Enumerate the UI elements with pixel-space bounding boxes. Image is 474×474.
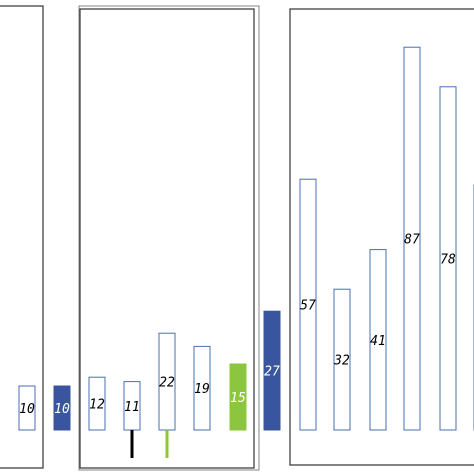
bar-8 [263, 310, 281, 431]
bar-10 [333, 288, 351, 431]
bar-label-2: 10 [54, 402, 70, 417]
bar-label-9: 57 [300, 299, 316, 314]
bar-1 [18, 385, 36, 431]
bar-label-12: 87 [404, 233, 420, 248]
bar-3 [88, 376, 106, 431]
bar-label-8: 27 [264, 365, 280, 380]
bar-label-4: 11 [124, 400, 140, 415]
group-box-2 [79, 8, 255, 469]
bar-label-11: 41 [370, 334, 386, 349]
bar-13 [439, 86, 457, 431]
bar-2 [53, 385, 71, 431]
bar-labels: 10 10 12 11 22 19 15 27 57 32 41 87 78 [19, 233, 456, 417]
bar-label-5: 22 [159, 376, 175, 391]
bar-9 [299, 178, 317, 431]
bar-label-6: 19 [194, 382, 210, 397]
bars [18, 46, 474, 431]
whiskers [130, 430, 169, 458]
bar-11 [369, 249, 387, 431]
bar-7 [229, 363, 247, 431]
group-box-3 [289, 8, 474, 466]
group-box-outer-frame [78, 5, 260, 471]
bar-12 [403, 46, 421, 431]
bar-label-3: 12 [89, 398, 105, 413]
group-box-1 [0, 5, 44, 469]
bar-label-13: 78 [440, 252, 456, 267]
bar-label-10: 32 [333, 354, 350, 369]
group-boxes [0, 5, 474, 471]
bar-6 [193, 345, 211, 431]
bar-label-1: 10 [19, 402, 35, 417]
bar-label-7: 15 [230, 391, 246, 406]
